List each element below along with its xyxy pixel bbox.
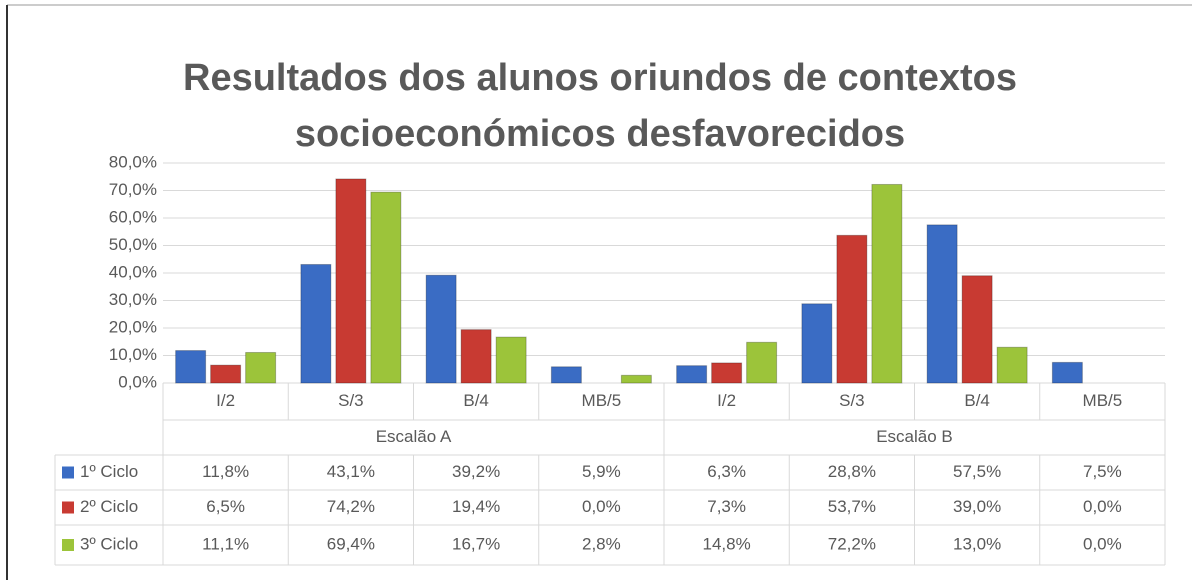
bar <box>711 362 743 384</box>
data-label: 7,3% <box>707 497 746 516</box>
group-label: Escalão B <box>876 427 953 446</box>
bar <box>961 275 993 384</box>
y-tick-label: 50,0% <box>109 235 157 254</box>
legend-label: 2º Ciclo <box>80 497 138 516</box>
bar <box>495 336 527 384</box>
data-label: 69,4% <box>327 534 375 553</box>
bar <box>425 274 457 384</box>
bar <box>370 191 402 384</box>
bar <box>746 341 778 384</box>
legend-label: 3º Ciclo <box>80 534 138 553</box>
bar <box>926 224 958 384</box>
data-label: 72,2% <box>828 534 876 553</box>
x-tick-label: MB/5 <box>582 391 622 410</box>
bar <box>300 263 332 384</box>
data-label: 74,2% <box>327 497 375 516</box>
bar <box>245 351 277 384</box>
data-label: 43,1% <box>327 462 375 481</box>
x-tick-label: B/4 <box>964 391 990 410</box>
data-label: 39,0% <box>953 497 1001 516</box>
y-tick-label: 40,0% <box>109 262 157 281</box>
x-tick-label: S/3 <box>839 391 865 410</box>
bar <box>620 374 652 384</box>
data-label: 13,0% <box>953 534 1001 553</box>
chart-title: Resultados dos alunos oriundos de contex… <box>183 57 1017 99</box>
data-label: 7,5% <box>1083 462 1122 481</box>
bar <box>836 234 868 384</box>
data-label: 11,1% <box>202 534 249 553</box>
bar <box>175 350 207 384</box>
data-label: 6,3% <box>707 462 746 481</box>
legend-swatch <box>62 539 74 551</box>
legend-swatch <box>62 501 74 514</box>
x-tick-label: MB/5 <box>1083 391 1123 410</box>
bar <box>210 364 242 384</box>
y-tick-label: 80,0% <box>109 152 157 171</box>
bar <box>460 329 492 384</box>
x-tick-label: I/2 <box>717 391 736 410</box>
data-label: 11,8% <box>202 462 249 481</box>
y-tick-label: 0,0% <box>118 372 157 391</box>
bar <box>871 183 903 384</box>
data-label: 6,5% <box>206 497 245 516</box>
x-tick-label: S/3 <box>338 391 364 410</box>
data-label: 39,2% <box>452 462 500 481</box>
y-tick-label: 20,0% <box>109 317 157 336</box>
chart-title: socioeconómicos desfavorecidos <box>295 113 905 155</box>
x-tick-label: B/4 <box>463 391 489 410</box>
group-label: Escalão A <box>376 427 452 446</box>
x-tick-label: I/2 <box>216 391 235 410</box>
data-label: 53,7% <box>828 497 876 516</box>
data-label: 28,8% <box>828 462 876 481</box>
data-label: 16,7% <box>452 534 500 553</box>
bar <box>550 366 582 384</box>
y-tick-label: 10,0% <box>109 345 157 364</box>
bar <box>801 303 833 384</box>
y-tick-label: 60,0% <box>109 207 157 226</box>
y-tick-label: 30,0% <box>109 290 157 309</box>
data-label: 5,9% <box>582 462 621 481</box>
data-label: 19,4% <box>452 497 500 516</box>
legend-swatch <box>62 466 74 479</box>
data-label: 2,8% <box>582 534 621 553</box>
bar <box>1051 361 1083 384</box>
data-label: 57,5% <box>953 462 1001 481</box>
data-label: 0,0% <box>1083 534 1122 553</box>
legend-label: 1º Ciclo <box>80 462 138 481</box>
data-label: 14,8% <box>703 534 751 553</box>
data-label: 0,0% <box>1083 497 1122 516</box>
bar <box>676 365 708 384</box>
bar <box>335 178 367 384</box>
bar <box>996 346 1028 384</box>
y-tick-label: 70,0% <box>109 180 157 199</box>
data-label: 0,0% <box>582 497 621 516</box>
